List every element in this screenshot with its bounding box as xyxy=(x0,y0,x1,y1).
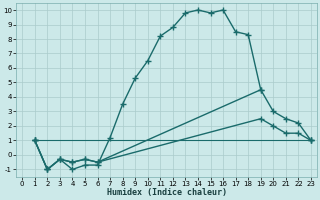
X-axis label: Humidex (Indice chaleur): Humidex (Indice chaleur) xyxy=(107,188,227,197)
